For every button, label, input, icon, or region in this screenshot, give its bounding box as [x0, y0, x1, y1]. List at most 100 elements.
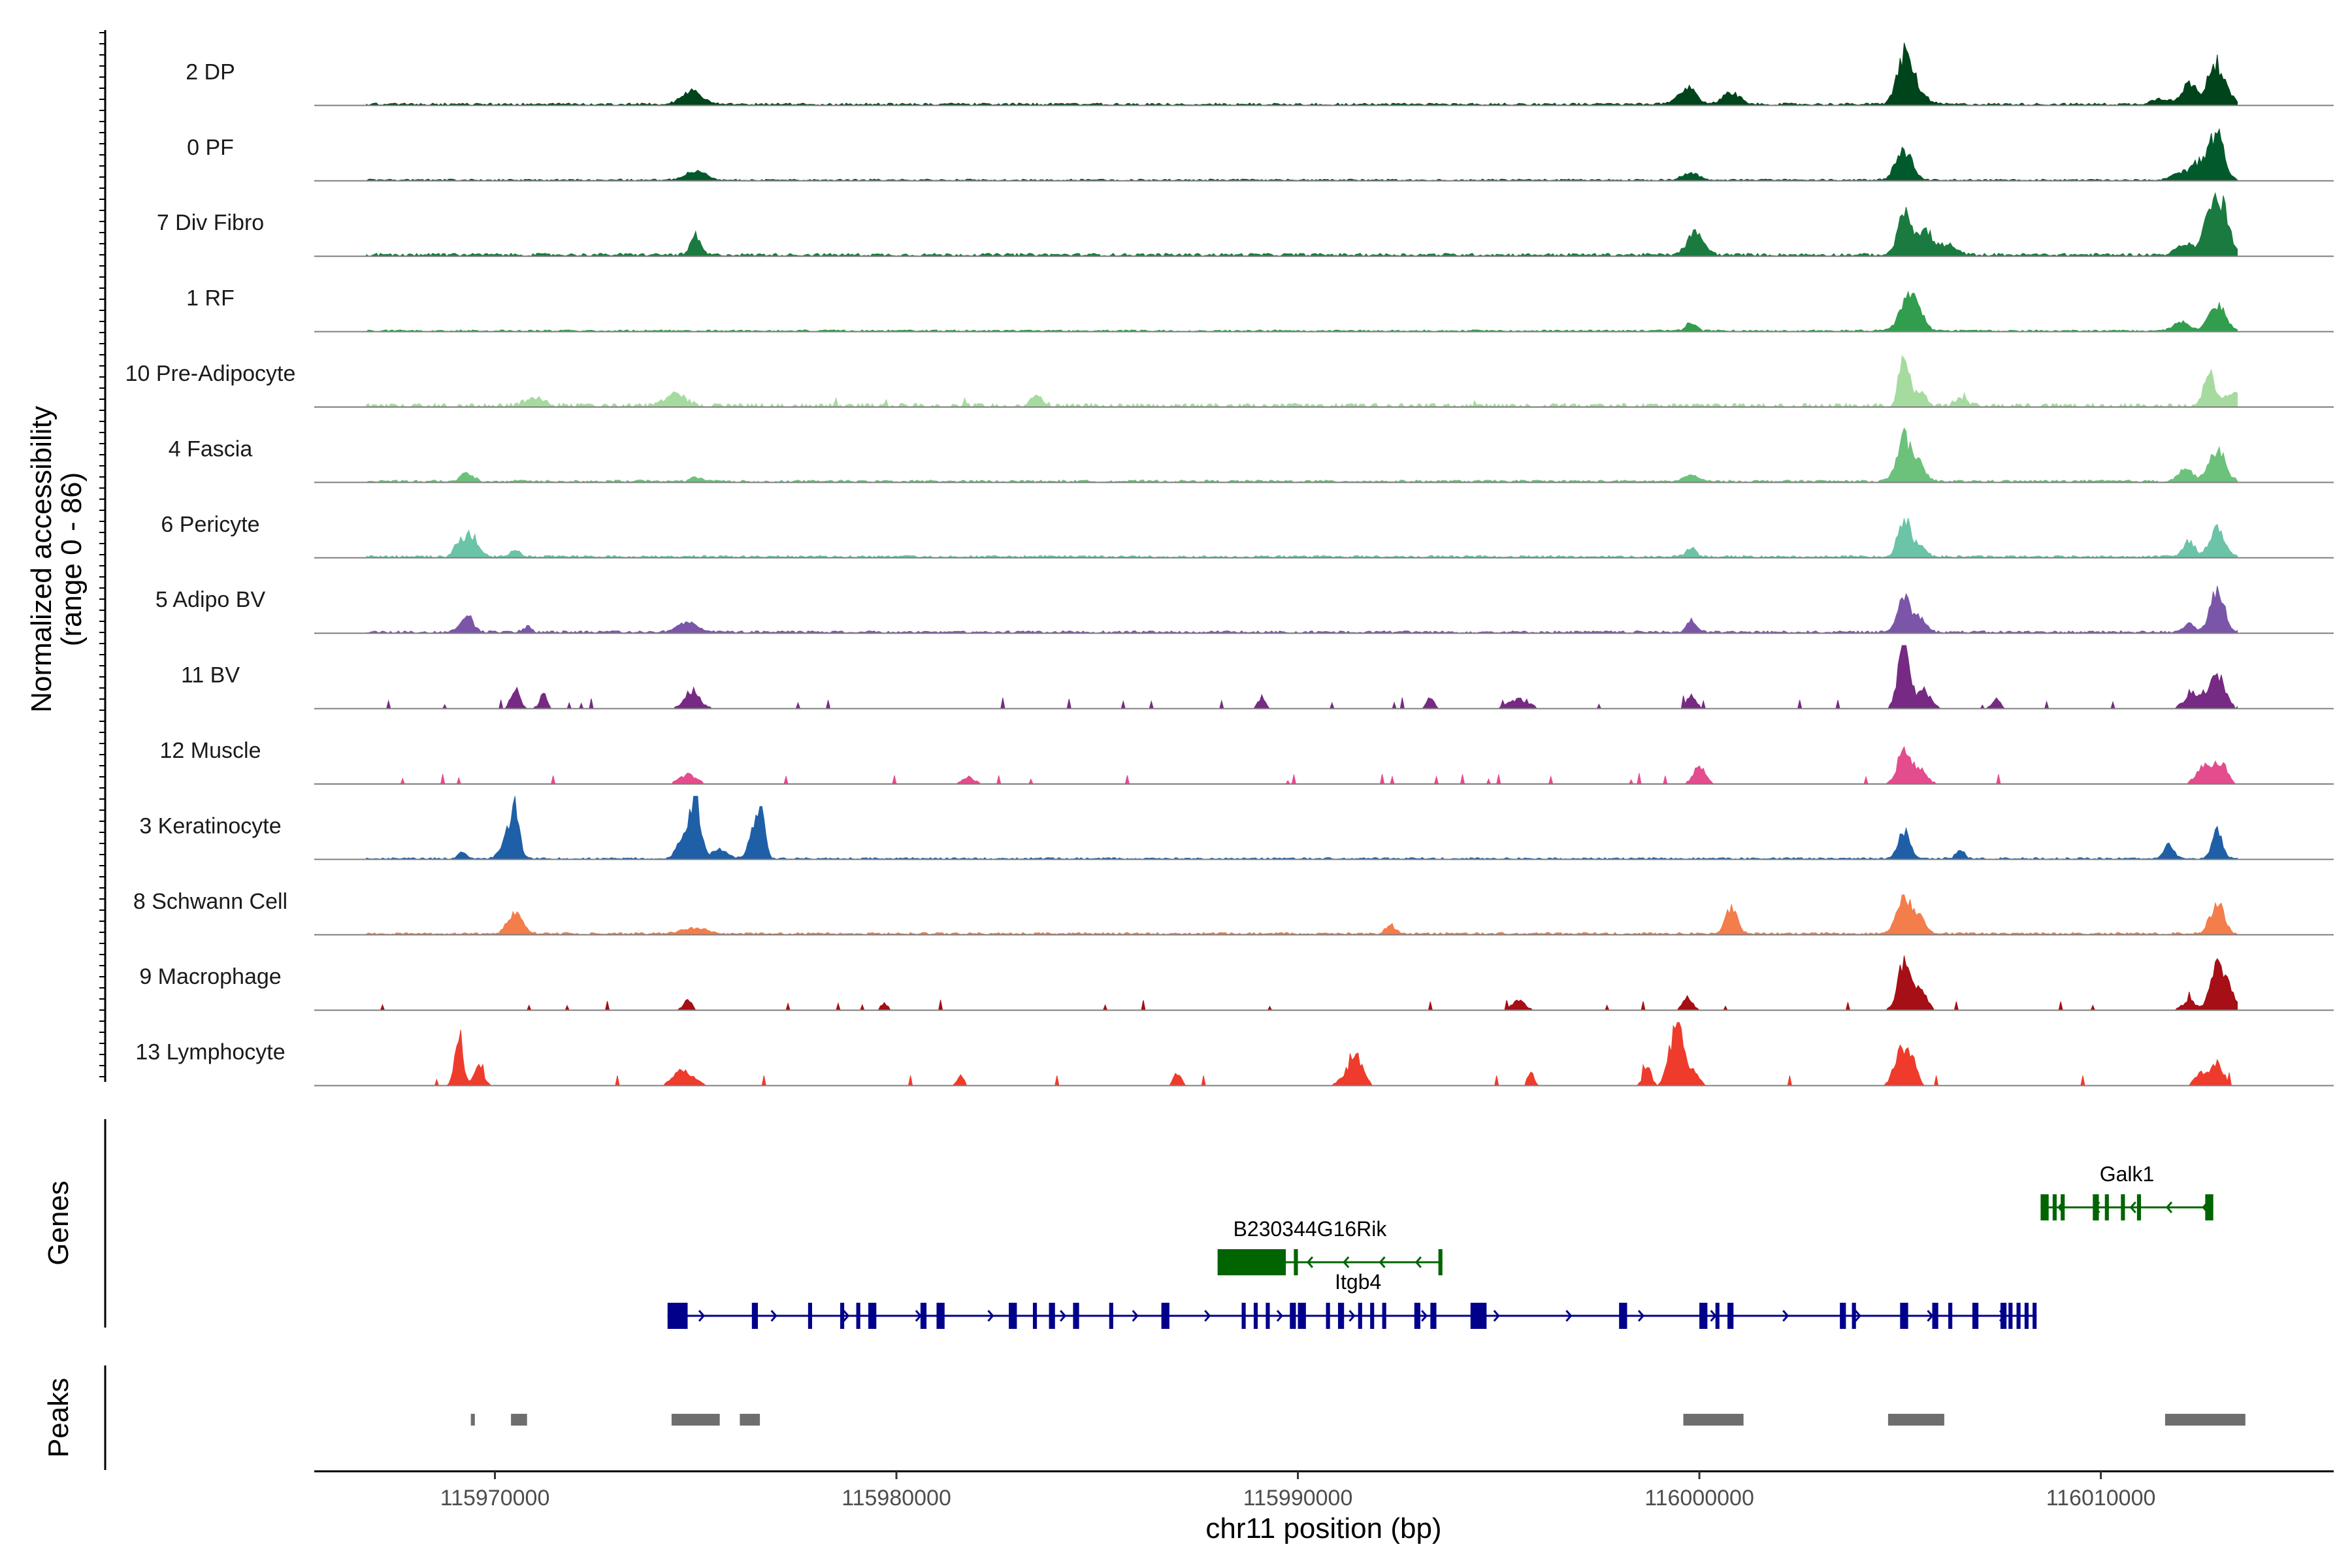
- strand-arrow-icon: [1493, 1310, 1500, 1322]
- gene-exon: [1470, 1303, 1487, 1329]
- strand-arrow-icon: [1414, 1256, 1422, 1268]
- gene-exon: [1290, 1303, 1296, 1329]
- gene-exon: [808, 1303, 812, 1329]
- gene-exon: [1358, 1303, 1362, 1329]
- peak-bar: [671, 1414, 720, 1426]
- strand-arrow-icon: [1348, 1310, 1356, 1322]
- strand-arrow-icon: [2129, 1201, 2136, 1213]
- track-7-div-fibro: 7 Div Fibro: [157, 191, 2334, 257]
- strand-arrow-icon: [987, 1310, 994, 1322]
- gene-exon: [1414, 1303, 1420, 1329]
- coverage-area: [366, 955, 2238, 1011]
- gene-exon: [1948, 1303, 1953, 1329]
- y-axis-range: (range 0 - 86): [56, 472, 88, 647]
- coverage-area: [366, 517, 2238, 559]
- coverage-area: [366, 191, 2238, 257]
- gene-exon: [1294, 1249, 1298, 1275]
- strand-arrow-icon: [1343, 1256, 1350, 1268]
- track-3-keratinocyte: 3 Keratinocyte: [139, 796, 2334, 860]
- peak-bar: [470, 1414, 475, 1426]
- gene-exon: [1932, 1303, 1938, 1329]
- gene-exon: [2104, 1194, 2109, 1220]
- gene-itgb4: Itgb4: [667, 1270, 2037, 1329]
- gene-exon: [936, 1303, 945, 1329]
- track-11-bv: 11 BV: [181, 645, 2334, 710]
- strand-arrow-icon: [1132, 1310, 1139, 1322]
- gene-exon: [2121, 1194, 2125, 1220]
- gene-exon: [2136, 1194, 2142, 1220]
- gene-exon: [856, 1303, 860, 1329]
- x-tick-label: 115970000: [440, 1486, 550, 1511]
- y-axis-title: Normalized accessibility: [25, 406, 57, 712]
- gene-exon: [1217, 1249, 1286, 1275]
- coverage-area: [366, 290, 2238, 333]
- gene-exon: [2093, 1194, 2099, 1220]
- gene-exon: [1326, 1303, 1330, 1329]
- gene-exon: [1009, 1303, 1017, 1329]
- x-axis-title: chr11 position (bp): [1205, 1512, 1441, 1544]
- track-label: 13 Lymphocyte: [135, 1040, 285, 1065]
- track-label: 12 Muscle: [160, 738, 261, 763]
- gene-b230344g16rik: B230344G16Rik: [1217, 1217, 1443, 1275]
- gene-exon: [1715, 1303, 1720, 1329]
- strand-arrow-icon: [1710, 1310, 1717, 1322]
- peak-regions: [470, 1414, 2246, 1426]
- coverage-area: [366, 355, 2238, 408]
- gene-exon: [1253, 1303, 1258, 1329]
- coverage-tracks: 2 DP 0 PF 7 Div Fibro 1 RF 10 Pre-Adipocyte 4…: [125, 42, 2334, 1086]
- genes-panel-label: Genes: [42, 1181, 74, 1266]
- coverage-area: [366, 42, 2238, 106]
- track-label: 1 RF: [186, 286, 235, 311]
- peak-bar: [511, 1414, 527, 1426]
- track-label: 11 BV: [181, 663, 240, 688]
- track-5-adipo-bv: 5 Adipo BV: [155, 585, 2334, 634]
- gene-exon: [1438, 1249, 1443, 1275]
- gene-exon: [868, 1303, 877, 1329]
- track-4-fascia: 4 Fascia: [169, 427, 2334, 483]
- track-label: 0 PF: [187, 135, 234, 160]
- x-tick-label: 115990000: [1243, 1486, 1353, 1511]
- y-axis-coverage: Normalized accessibility (range 0 - 86): [25, 30, 106, 1082]
- gene-exon: [840, 1303, 845, 1329]
- strand-arrow-icon: [1565, 1310, 1573, 1322]
- genes-panel: Genes Galk1 B230344G16Rik Itgb4: [42, 1119, 2213, 1329]
- gene-exon: [2024, 1303, 2029, 1329]
- strand-arrow-icon: [1782, 1310, 1789, 1322]
- peaks-panel-label: Peaks: [42, 1378, 74, 1458]
- gene-exon: [1032, 1303, 1037, 1329]
- gene-exon: [1900, 1303, 1908, 1329]
- strand-arrow-icon: [770, 1310, 777, 1322]
- gene-label: Galk1: [2100, 1162, 2155, 1186]
- coverage-area: [366, 127, 2238, 182]
- strand-arrow-icon: [843, 1310, 850, 1322]
- track-8-schwann-cell: 8 Schwann Cell: [133, 889, 2334, 936]
- gene-galk1: Galk1: [2040, 1162, 2213, 1220]
- track-label: 8 Schwann Cell: [133, 889, 287, 914]
- strand-arrow-icon: [1060, 1310, 1067, 1322]
- track-10-pre-adipocyte: 10 Pre-Adipocyte: [125, 355, 2334, 408]
- track-12-muscle: 12 Muscle: [160, 738, 2334, 785]
- track-label: 6 Pericyte: [161, 512, 259, 537]
- coverage-area: [366, 796, 2238, 860]
- gene-exon: [1109, 1303, 1113, 1329]
- gene-exon: [1619, 1303, 1627, 1329]
- peak-bar: [1683, 1414, 1744, 1426]
- gene-exon: [1266, 1303, 1270, 1329]
- gene-exon: [1840, 1303, 1846, 1329]
- gene-exon: [1699, 1303, 1708, 1329]
- gene-exon: [1049, 1303, 1055, 1329]
- track-label: 5 Adipo BV: [155, 587, 266, 612]
- gene-exon: [920, 1303, 927, 1329]
- gene-exon: [667, 1303, 688, 1329]
- peaks-panel: Peaks: [42, 1365, 2246, 1470]
- gene-label: Itgb4: [1335, 1270, 1381, 1294]
- track-13-lymphocyte: 13 Lymphocyte: [135, 1022, 2334, 1086]
- gene-exon: [2052, 1194, 2057, 1220]
- gene-models: Galk1 B230344G16Rik Itgb4: [667, 1162, 2213, 1329]
- gene-exon: [2033, 1303, 2037, 1329]
- x-tick-label: 115980000: [841, 1486, 951, 1511]
- gene-exon: [2008, 1303, 2013, 1329]
- x-axis-ticks: 115970000 115980000 115990000 116000000 1160…: [440, 1471, 2155, 1511]
- gene-exon: [1382, 1303, 1386, 1329]
- strand-arrow-icon: [915, 1310, 922, 1322]
